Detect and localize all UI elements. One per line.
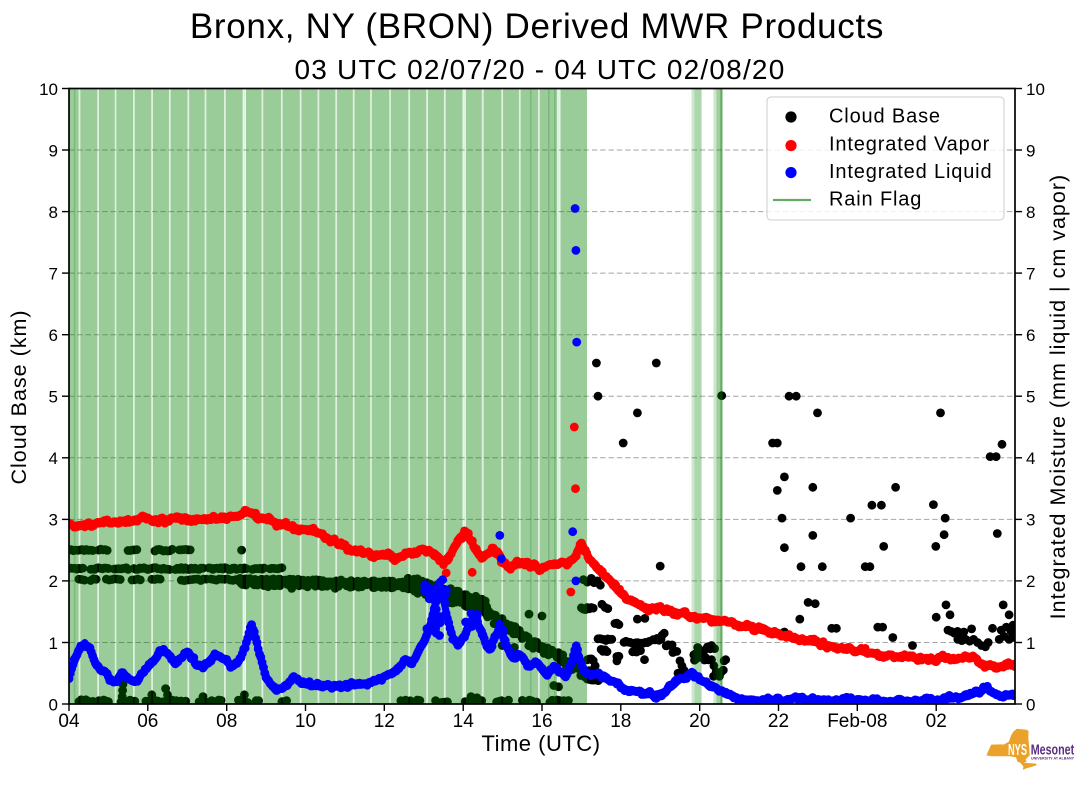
svg-text:12: 12 xyxy=(374,711,395,732)
svg-text:Rain Flag: Rain Flag xyxy=(829,189,922,211)
svg-text:14: 14 xyxy=(453,711,475,732)
svg-text:7: 7 xyxy=(1026,264,1035,283)
svg-text:2: 2 xyxy=(1026,572,1035,591)
svg-text:0: 0 xyxy=(1026,695,1035,714)
svg-text:10: 10 xyxy=(39,80,58,99)
svg-text:18: 18 xyxy=(610,711,631,732)
svg-text:06: 06 xyxy=(137,711,158,732)
svg-text:UNIVERSITY AT ALBANY: UNIVERSITY AT ALBANY xyxy=(1031,757,1075,761)
svg-text:7: 7 xyxy=(49,264,58,283)
svg-text:Cloud Base: Cloud Base xyxy=(829,106,941,128)
svg-text:Bronx, NY (BRON) Derived MWR P: Bronx, NY (BRON) Derived MWR Products xyxy=(190,7,884,46)
svg-text:6: 6 xyxy=(1026,326,1035,345)
svg-text:20: 20 xyxy=(689,711,710,732)
svg-text:4: 4 xyxy=(1026,449,1035,468)
svg-text:8: 8 xyxy=(49,203,58,222)
svg-text:9: 9 xyxy=(1026,141,1035,160)
svg-text:Mesonet: Mesonet xyxy=(1031,743,1075,759)
svg-text:Integrated Vapor: Integrated Vapor xyxy=(829,134,990,156)
svg-text:Cloud Base (km): Cloud Base (km) xyxy=(7,309,31,484)
svg-text:NYS: NYS xyxy=(1008,742,1027,759)
svg-text:02: 02 xyxy=(926,711,947,732)
svg-text:16: 16 xyxy=(531,711,552,732)
svg-text:10: 10 xyxy=(1026,80,1045,99)
svg-text:1: 1 xyxy=(49,634,58,653)
svg-text:2: 2 xyxy=(49,572,58,591)
svg-text:1: 1 xyxy=(1026,634,1035,653)
svg-text:Integrated Moisture (mm liquid: Integrated Moisture (mm liquid | cm vapo… xyxy=(1046,174,1070,619)
svg-text:3: 3 xyxy=(49,511,58,530)
svg-text:8: 8 xyxy=(1026,203,1035,222)
svg-text:0: 0 xyxy=(49,695,58,714)
svg-text:Time (UTC): Time (UTC) xyxy=(481,731,600,756)
svg-text:9: 9 xyxy=(49,141,58,160)
svg-text:04: 04 xyxy=(58,711,80,732)
svg-text:3: 3 xyxy=(1026,511,1035,530)
svg-text:5: 5 xyxy=(1026,388,1035,407)
svg-text:08: 08 xyxy=(216,711,237,732)
svg-text:10: 10 xyxy=(295,711,316,732)
svg-text:22: 22 xyxy=(768,711,789,732)
svg-text:5: 5 xyxy=(49,388,58,407)
svg-text:Feb-08: Feb-08 xyxy=(827,711,887,732)
svg-text:4: 4 xyxy=(49,449,58,468)
svg-text:Integrated Liquid: Integrated Liquid xyxy=(829,161,992,183)
svg-text:6: 6 xyxy=(49,326,58,345)
svg-text:03 UTC 02/07/20 - 04 UTC 02/08: 03 UTC 02/07/20 - 04 UTC 02/08/20 xyxy=(295,54,786,85)
